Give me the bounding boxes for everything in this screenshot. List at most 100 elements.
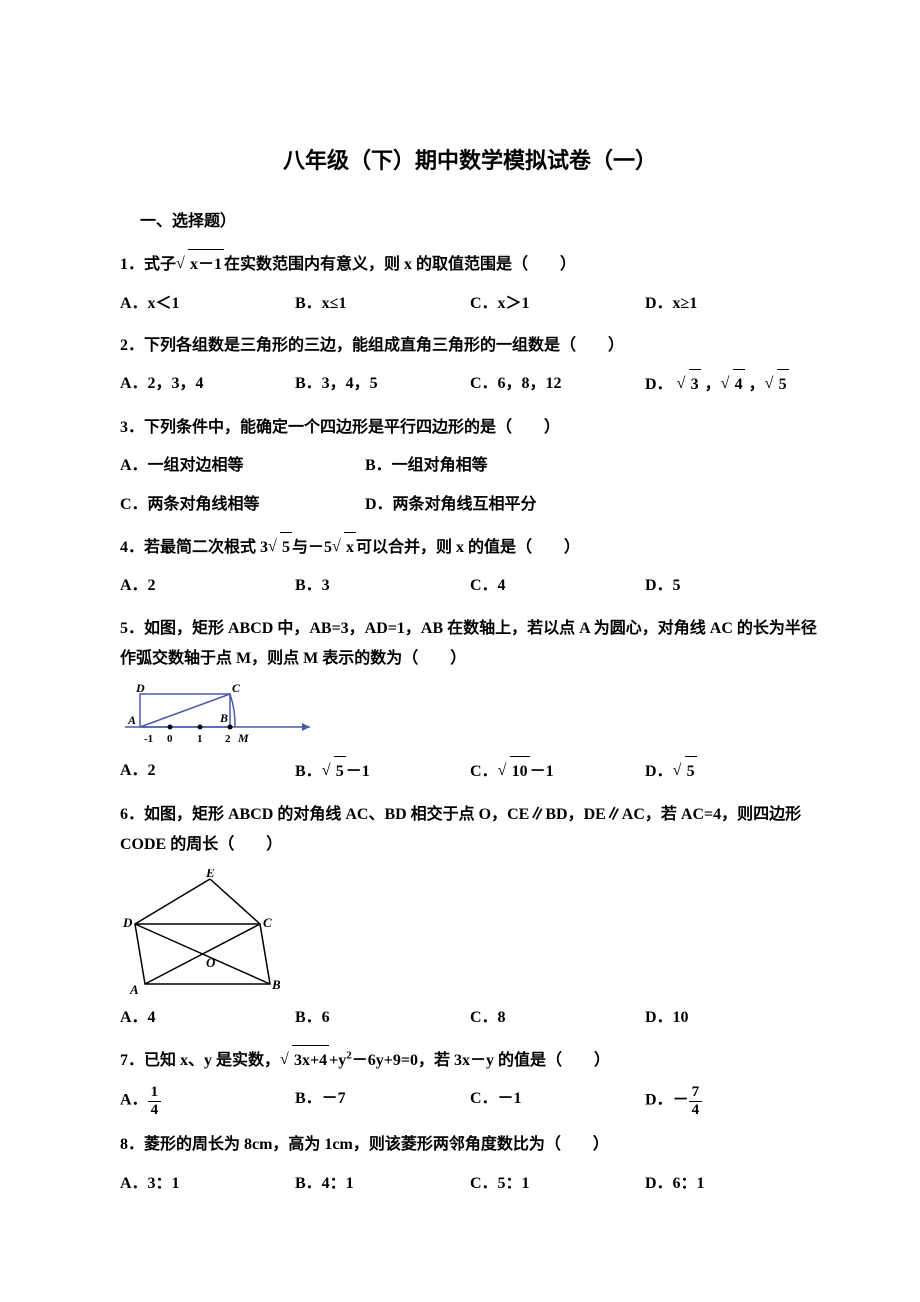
sqrt-icon: x (332, 532, 356, 563)
q4-prefix: 4．若最简二次根式 3 (120, 539, 268, 556)
question-4: 4．若最简二次根式 3 5与－5 x可以合并，则 x 的值是（ ） A．2 B．3 … (120, 532, 820, 602)
q3-opt-d: D．两条对角线互相平分 (365, 490, 715, 520)
q5-d-prefix: D． (645, 763, 673, 780)
q7-sqrt: 3x+4 (292, 1045, 329, 1076)
fraction: 14 (148, 1084, 162, 1118)
q7-suffix: －6y+9=0，若 3x－y 的值是（ ） (352, 1052, 610, 1069)
q5-b-prefix: B． (295, 763, 322, 780)
question-7: 7．已知 x、y 是实数，3x+4+y2－6y+9=0，若 3x－y 的值是（ … (120, 1045, 820, 1118)
q2-opt-b: B．3，4，5 (295, 369, 470, 400)
q3-opt-a: A．一组对边相等 (120, 451, 365, 481)
question-3: 3．下列条件中，能确定一个四边形是平行四边形的是（ ） A．一组对边相等 B．一… (120, 413, 820, 520)
q8-opt-b: B．4：1 (295, 1169, 470, 1199)
q6-opt-a: A．4 (120, 1003, 295, 1033)
q5-c-sqrt: 10 (510, 756, 530, 787)
q4-opt-d: D．5 (645, 571, 820, 601)
q3-opt-c: C．两条对角线相等 (120, 490, 365, 520)
q2-opt-c: C．6，8，12 (470, 369, 645, 400)
q5-tick-1: 1 (197, 733, 203, 745)
q6-opt-c: C．8 (470, 1003, 645, 1033)
question-2: 2．下列各组数是三角形的三边，能组成直角三角形的一组数是（ ） A．2，3，4 … (120, 331, 820, 401)
q1-opt-b: B．x≤1 (295, 289, 470, 319)
q5-label-a: A (127, 713, 136, 727)
q2-opt-d: D． 3 ，4 ，5 (645, 369, 820, 400)
q1-suffix: 在实数范围内有意义，则 x 的取值范围是（ ） (224, 256, 576, 273)
q4-text: 4．若最简二次根式 3 5与－5 x可以合并，则 x 的值是（ ） (120, 532, 820, 563)
q8-opt-a: A．3：1 (120, 1169, 295, 1199)
q3-opt-b: B．一组对角相等 (365, 451, 715, 481)
q7-a-prefix: A． (120, 1092, 148, 1109)
q3-options-row1: A．一组对边相等 B．一组对角相等 (120, 451, 820, 481)
q5-b-suffix: －1 (346, 763, 370, 780)
q6-label-e: E (205, 869, 215, 880)
q1-sqrt-content: x－1 (188, 249, 224, 280)
q4-opt-b: B．3 (295, 571, 470, 601)
q7-opt-b: B．－7 (295, 1084, 470, 1118)
q1-options: A．x＜1 B．x≤1 C．x＞1 D．x≥1 (120, 289, 820, 319)
q5-b-sqrt: 5 (334, 756, 346, 787)
q3-text: 3．下列条件中，能确定一个四边形是平行四边形的是（ ） (120, 413, 820, 443)
q4-suffix: 可以合并，则 x 的值是（ ） (356, 539, 580, 556)
question-1: 1．式子 x－1在实数范围内有意义，则 x 的取值范围是（ ） A．x＜1 B．x… (120, 249, 820, 319)
q6-opt-d: D．10 (645, 1003, 820, 1033)
page-title: 八年级（下）期中数学模拟试卷（一） (120, 140, 820, 182)
sqrt-icon: 5 (673, 756, 697, 787)
q5-opt-c: C．10－1 (470, 756, 645, 787)
q5-tick-2: 2 (225, 733, 231, 745)
q6-label-d: D (122, 915, 133, 930)
q8-text: 8．菱形的周长为 8cm，高为 1cm，则该菱形两邻角度数比为（ ） (120, 1130, 820, 1160)
q5-c-suffix: －1 (530, 763, 554, 780)
q1-opt-a: A．x＜1 (120, 289, 295, 319)
q7-prefix: 7．已知 x、y 是实数， (120, 1052, 280, 1069)
q6-opt-b: B．6 (295, 1003, 470, 1033)
q5-tick-neg1: -1 (144, 733, 153, 745)
q8-options: A．3：1 B．4：1 C．5：1 D．6：1 (120, 1169, 820, 1199)
q7-a-top: 1 (148, 1084, 162, 1102)
q1-opt-c: C．x＞1 (470, 289, 645, 319)
q4-sqrt1: 5 (280, 532, 292, 563)
q6-diagram: E D C A B O (120, 869, 280, 999)
q7-opt-c: C．－1 (470, 1084, 645, 1118)
q5-options: A．2 B．5－1 C．10－1 D．5 (120, 756, 820, 787)
q2-opt-a: A．2，3，4 (120, 369, 295, 400)
q2-opt-d-prefix: D． (645, 376, 673, 393)
q5-label-b: B (219, 711, 228, 725)
q7-options: A．14 B．－7 C．－1 D．－74 (120, 1084, 820, 1118)
q6-label-a: A (129, 982, 139, 997)
q2-d-sqrt1: 3 (689, 369, 701, 400)
q6-label-c: C (263, 915, 272, 930)
q2-d-sqrt2: 4 (733, 369, 745, 400)
q5-opt-d: D． 5 (645, 756, 820, 787)
question-6: 6．如图，矩形 ABCD 的对角线 AC、BD 相交于点 O，CE∥BD，DE∥… (120, 800, 820, 1033)
sqrt-icon: 10 (498, 756, 530, 787)
sqrt-icon: x－1 (176, 249, 224, 280)
q3-options-row2: C．两条对角线相等 D．两条对角线互相平分 (120, 490, 820, 520)
question-8: 8．菱形的周长为 8cm，高为 1cm，则该菱形两邻角度数比为（ ） A．3：1… (120, 1130, 820, 1199)
section-header: 一、选择题） (120, 207, 820, 237)
q7-mid1: +y (329, 1052, 346, 1069)
sqrt-icon: 3 (677, 369, 701, 400)
q7-d-bot: 4 (689, 1102, 703, 1119)
q5-diagram: D C A B M -1 0 1 2 (120, 682, 320, 752)
q5-label-d: D (135, 682, 145, 695)
q5-opt-b: B． 5－1 (295, 756, 470, 787)
q6-label-o: O (206, 955, 216, 970)
q7-opt-d: D．－74 (645, 1084, 820, 1118)
q1-text: 1．式子 x－1在实数范围内有意义，则 x 的取值范围是（ ） (120, 249, 820, 280)
fraction: 74 (689, 1084, 703, 1118)
q5-d-sqrt: 5 (685, 756, 697, 787)
q2-d-sqrt3: 5 (777, 369, 789, 400)
q1-prefix: 1．式子 (120, 256, 176, 273)
q4-sqrt2: x (344, 532, 356, 563)
q2-text: 2．下列各组数是三角形的三边，能组成直角三角形的一组数是（ ） (120, 331, 820, 361)
q8-opt-d: D．6：1 (645, 1169, 820, 1199)
q5-opt-a: A．2 (120, 756, 295, 787)
q4-options: A．2 B．3 C．4 D．5 (120, 571, 820, 601)
q7-opt-a: A．14 (120, 1084, 295, 1118)
q4-mid: 与－5 (292, 539, 332, 556)
q6-text: 6．如图，矩形 ABCD 的对角线 AC、BD 相交于点 O，CE∥BD，DE∥… (120, 800, 820, 861)
q4-opt-c: C．4 (470, 571, 645, 601)
q6-options: A．4 B．6 C．8 D．10 (120, 1003, 820, 1033)
q4-opt-a: A．2 (120, 571, 295, 601)
q5-text: 5．如图，矩形 ABCD 中，AB=3，AD=1，AB 在数轴上，若以点 A 为… (120, 614, 820, 675)
